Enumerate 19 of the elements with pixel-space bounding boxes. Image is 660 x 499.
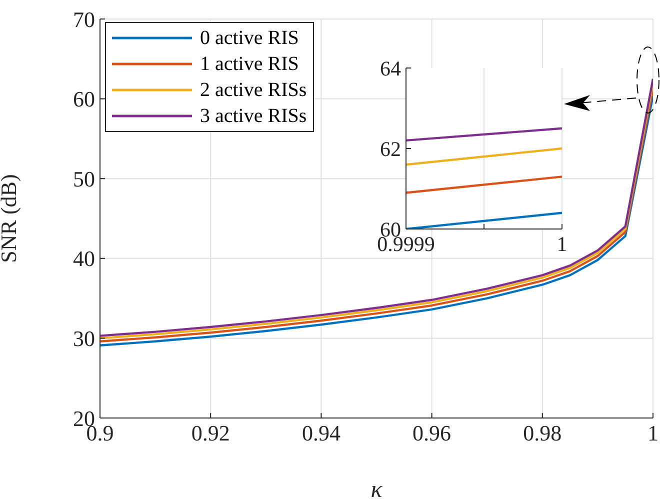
legend-label: 0 active RIS (200, 26, 299, 50)
legend-label: 3 active RISs (200, 104, 307, 128)
x-tick-label: 1 (648, 420, 658, 446)
y-axis-title: SNR (dB) (0, 174, 21, 263)
y-tick-label: 60 (73, 86, 95, 112)
y-tick-label: 62 (380, 136, 401, 161)
y-tick-label: 64 (380, 56, 402, 80)
legend-label: 1 active RIS (200, 52, 299, 76)
legend-label: 2 active RISs (200, 78, 307, 102)
y-tick-label: 30 (73, 326, 95, 352)
x-tick-label: 0.92 (191, 420, 230, 446)
y-tick-label: 40 (73, 246, 95, 272)
y-tick-label: 70 (73, 6, 95, 32)
x-tick-label: 0.96 (412, 420, 452, 446)
x-tick-label: 0.94 (302, 420, 340, 446)
y-tick-label: 50 (73, 166, 95, 192)
x-tick-label: 1 (556, 232, 568, 256)
x-axis-title: κ (370, 477, 383, 499)
x-tick-label: 0.98 (523, 420, 562, 446)
